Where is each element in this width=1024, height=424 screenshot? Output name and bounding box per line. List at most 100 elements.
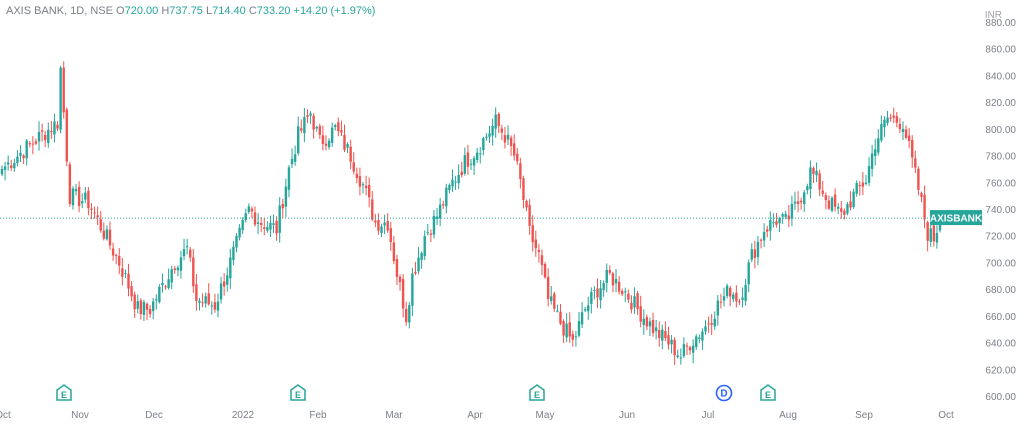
candle-body[interactable] — [463, 155, 467, 174]
candle-body[interactable] — [216, 301, 220, 311]
candle-body[interactable] — [167, 279, 170, 289]
candle-body[interactable] — [13, 163, 16, 169]
candle-body[interactable] — [22, 155, 25, 159]
candle-body[interactable] — [883, 119, 886, 128]
candle-body[interactable] — [571, 334, 575, 340]
candle-body[interactable] — [244, 213, 247, 221]
candle-body[interactable] — [121, 268, 124, 277]
candle-body[interactable] — [287, 167, 291, 190]
candle-body[interactable] — [562, 321, 565, 336]
candle-body[interactable] — [790, 203, 794, 219]
candle-body[interactable] — [62, 67, 65, 113]
candle-body[interactable] — [553, 293, 556, 309]
candle-body[interactable] — [99, 219, 102, 231]
candle-body[interactable] — [812, 167, 815, 174]
candle-body[interactable] — [293, 154, 297, 162]
candle-body[interactable] — [84, 192, 87, 200]
candle-body[interactable] — [442, 204, 445, 206]
candle-body[interactable] — [118, 256, 121, 266]
candle-body[interactable] — [642, 318, 645, 325]
candle-body[interactable] — [405, 308, 408, 323]
candle-body[interactable] — [81, 201, 84, 204]
candle-body[interactable] — [664, 331, 667, 339]
candle-body[interactable] — [593, 290, 596, 292]
candle-body[interactable] — [590, 292, 593, 304]
candle-body[interactable] — [377, 220, 380, 231]
candle-body[interactable] — [176, 267, 180, 271]
candle-body[interactable] — [448, 184, 451, 190]
candle-body[interactable] — [645, 317, 649, 327]
candle-body[interactable] — [695, 336, 698, 348]
candle-body[interactable] — [559, 311, 562, 324]
candle-body[interactable] — [818, 173, 821, 190]
candle-body[interactable] — [843, 210, 846, 215]
candle-body[interactable] — [701, 331, 704, 341]
candle-body[interactable] — [74, 189, 78, 192]
candle-body[interactable] — [349, 146, 352, 162]
candle-body[interactable] — [272, 223, 275, 225]
candle-body[interactable] — [550, 296, 553, 302]
earnings-icon[interactable] — [290, 384, 306, 401]
candle-body[interactable] — [3, 166, 7, 170]
candle-body[interactable] — [753, 249, 757, 258]
candle-body[interactable] — [315, 126, 318, 129]
candle-body[interactable] — [497, 113, 500, 127]
candle-body[interactable] — [343, 134, 346, 150]
candle-body[interactable] — [0, 168, 4, 175]
candle-body[interactable] — [414, 271, 417, 274]
candle-body[interactable] — [911, 139, 914, 158]
candle-body[interactable] — [389, 228, 392, 242]
candle-body[interactable] — [914, 158, 917, 168]
candle-body[interactable] — [475, 152, 479, 160]
candle-body[interactable] — [574, 336, 578, 338]
candle-body[interactable] — [935, 232, 939, 243]
candle-body[interactable] — [512, 143, 516, 156]
candle-body[interactable] — [266, 227, 269, 231]
candle-body[interactable] — [534, 239, 537, 249]
candle-body[interactable] — [617, 281, 621, 292]
candle-body[interactable] — [901, 128, 905, 133]
candle-body[interactable] — [438, 204, 442, 219]
dividend-icon[interactable] — [715, 384, 733, 402]
candle-body[interactable] — [290, 158, 294, 165]
candle-body[interactable] — [451, 179, 454, 187]
candle-body[interactable] — [620, 290, 624, 295]
candle-body[interactable] — [330, 127, 334, 143]
candle-body[interactable] — [142, 301, 146, 315]
candle-body[interactable] — [312, 115, 315, 130]
candle-body[interactable] — [250, 208, 254, 212]
candle-body[interactable] — [16, 156, 19, 163]
candle-body[interactable] — [577, 321, 581, 336]
candle-body[interactable] — [105, 229, 109, 240]
candle-body[interactable] — [787, 215, 791, 220]
candle-body[interactable] — [158, 286, 161, 303]
candle-body[interactable] — [426, 232, 430, 234]
candle-body[interactable] — [781, 214, 784, 217]
candle-body[interactable] — [516, 153, 519, 162]
candle-body[interactable] — [778, 218, 781, 224]
candle-body[interactable] — [658, 330, 661, 339]
candle-body[interactable] — [303, 117, 306, 134]
candle-body[interactable] — [361, 184, 365, 186]
candle-body[interactable] — [741, 297, 744, 300]
candle-body[interactable] — [732, 294, 735, 300]
candle-body[interactable] — [210, 305, 214, 307]
candle-body[interactable] — [87, 190, 90, 209]
candle-body[interactable] — [77, 186, 81, 207]
candle-body[interactable] — [525, 200, 528, 208]
candle-body[interactable] — [435, 216, 439, 219]
candle-body[interactable] — [608, 270, 612, 273]
candle-body[interactable] — [192, 257, 195, 287]
candle-body[interactable] — [722, 296, 726, 301]
candle-body[interactable] — [685, 345, 689, 347]
candle-body[interactable] — [565, 323, 568, 338]
candle-body[interactable] — [599, 288, 602, 301]
candle-body[interactable] — [546, 276, 550, 299]
candle-body[interactable] — [636, 293, 639, 309]
candle-body[interactable] — [651, 319, 655, 334]
candle-body[interactable] — [506, 134, 510, 140]
candle-body[interactable] — [102, 230, 106, 239]
candle-body[interactable] — [500, 128, 504, 133]
candle-body[interactable] — [124, 272, 127, 274]
